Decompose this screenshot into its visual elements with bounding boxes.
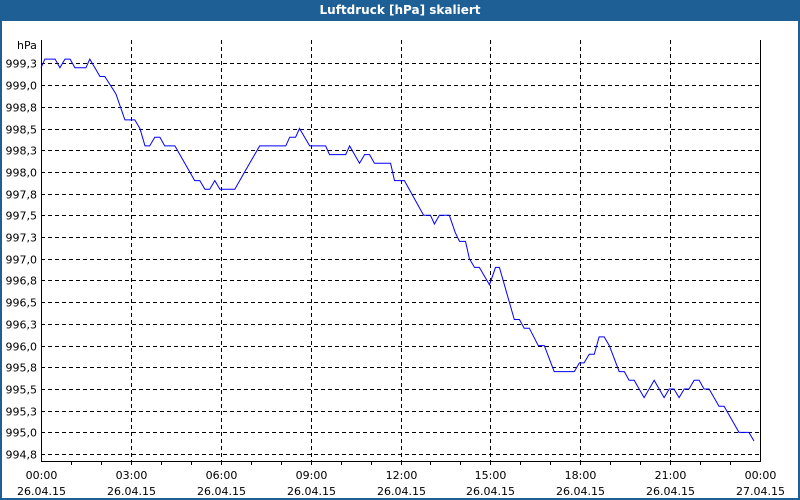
x-tick-date-label: 26.04.15	[107, 485, 156, 498]
x-tick-time-label: 09:00	[296, 469, 328, 482]
x-tick-date-label: 26.04.15	[556, 485, 605, 498]
y-tick-label: 996,8	[6, 275, 38, 288]
x-tick-time-label: 00:00	[745, 469, 777, 482]
x-tick-date-label: 26.04.15	[17, 485, 66, 498]
y-tick-label: 998,5	[6, 124, 38, 137]
y-tick-label: 997,3	[6, 232, 38, 245]
y-tick-label: 998,0	[6, 167, 38, 180]
pressure-series-line	[40, 58, 755, 442]
y-tick-label: 996,5	[6, 297, 38, 310]
x-tick-time-label: 03:00	[116, 469, 148, 482]
x-tick-time-label: 15:00	[475, 469, 507, 482]
x-tick-date-label: 26.04.15	[466, 485, 515, 498]
x-tick-time-label: 21:00	[655, 469, 687, 482]
window-title: Luftdruck [hPa] skaliert	[319, 3, 481, 17]
y-tick-label: 995,0	[6, 427, 38, 440]
x-tick-date-label: 26.04.15	[287, 485, 336, 498]
x-tick-time-label: 06:00	[206, 469, 238, 482]
y-tick-label: 999,0	[6, 80, 38, 93]
chart-area: hPa 999,3 999,0 998,8 998,5 998,3 998,0 997,8 9…	[2, 21, 798, 498]
y-tick-label: 995,8	[6, 362, 38, 375]
x-tick-date-label: 26.04.15	[377, 485, 426, 498]
y-tick-label: 997,5	[6, 210, 38, 223]
x-tick-time-label: 18:00	[565, 469, 597, 482]
y-tick-label: 997,0	[6, 254, 38, 267]
y-tick-label: 999,3	[6, 58, 38, 71]
x-tick-date-label: 26.04.15	[646, 485, 695, 498]
y-axis-unit-label: hPa	[17, 39, 37, 52]
y-tick-label: 994,8	[6, 449, 38, 462]
x-tick-date-label: 27.04.15	[736, 485, 785, 498]
y-tick-label: 995,3	[6, 406, 38, 419]
y-tick-label: 998,8	[6, 102, 38, 115]
x-tick-time-label: 00:00	[26, 469, 58, 482]
x-tick-time-label: 12:00	[386, 469, 418, 482]
y-tick-label: 998,3	[6, 145, 38, 158]
x-tick-date-label: 26.04.15	[197, 485, 246, 498]
y-tick-label: 996,3	[6, 319, 38, 332]
y-tick-label: 997,8	[6, 189, 38, 202]
y-tick-label: 996,0	[6, 341, 38, 354]
y-tick-label: 995,5	[6, 384, 38, 397]
